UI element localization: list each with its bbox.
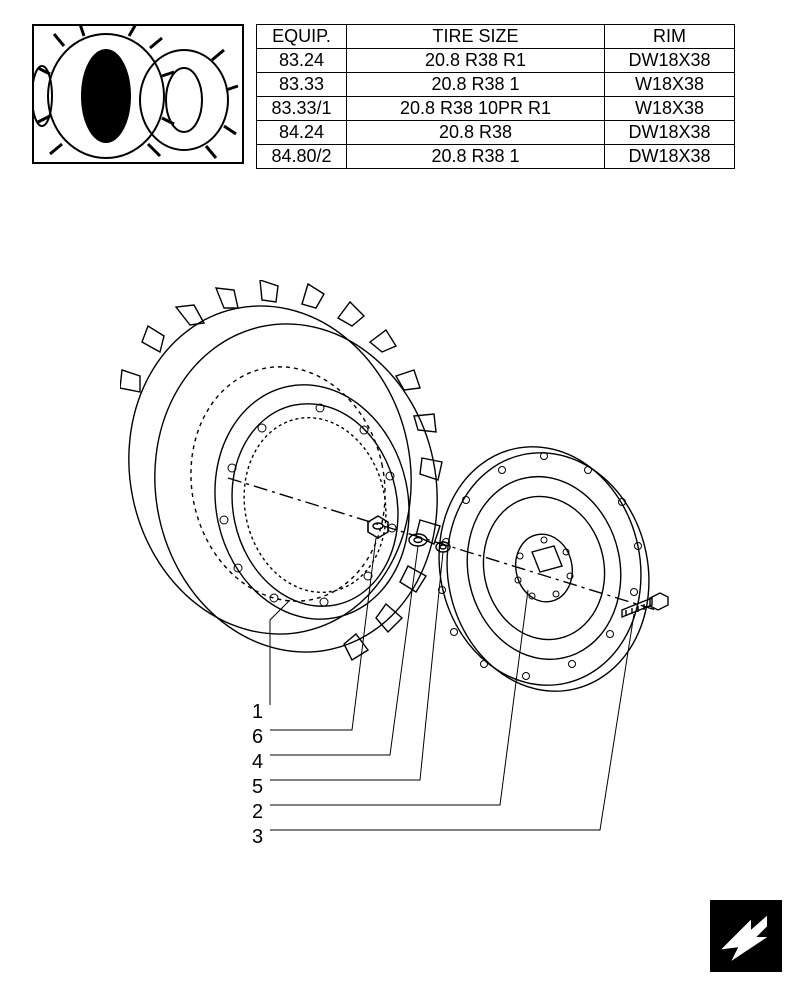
cell-rim: DW18X38: [605, 145, 735, 169]
thumbnail-svg: [34, 26, 244, 164]
col-header-equip: EQUIP.: [257, 25, 347, 49]
callout-label: 5: [252, 775, 263, 800]
cell-rim: DW18X38: [605, 49, 735, 73]
wheel-disc: [417, 428, 671, 710]
callout-label: 1: [252, 700, 263, 725]
next-page-icon[interactable]: [710, 900, 782, 972]
callout-label: 4: [252, 750, 263, 775]
cell-equip: 84.80/2: [257, 145, 347, 169]
arrow-icon: [710, 900, 782, 972]
exploded-diagram: [120, 280, 680, 840]
cell-equip: 84.24: [257, 121, 347, 145]
table-row: 83.24 20.8 R38 R1 DW18X38: [257, 49, 735, 73]
tire-spec-table: EQUIP. TIRE SIZE RIM 83.24 20.8 R38 R1 D…: [256, 24, 735, 169]
callout-label: 3: [252, 825, 263, 850]
tire-rim-group: [120, 280, 467, 679]
table-row: 84.24 20.8 R38 DW18X38: [257, 121, 735, 145]
col-header-rim: RIM: [605, 25, 735, 49]
callout-column: 1 6 4 5 2 3: [252, 700, 263, 850]
table-row: 83.33 20.8 R38 1 W18X38: [257, 73, 735, 97]
cell-tire: 20.8 R38 1: [347, 73, 605, 97]
cell-rim: DW18X38: [605, 121, 735, 145]
leader-lines: [270, 538, 634, 830]
callout-label: 2: [252, 800, 263, 825]
callout-label: 6: [252, 725, 263, 750]
assembly-centerline: [228, 478, 656, 610]
cell-equip: 83.33: [257, 73, 347, 97]
thumbnail-frame: [32, 24, 244, 164]
table-header-row: EQUIP. TIRE SIZE RIM: [257, 25, 735, 49]
cell-tire: 20.8 R38: [347, 121, 605, 145]
table-row: 84.80/2 20.8 R38 1 DW18X38: [257, 145, 735, 169]
cell-tire: 20.8 R38 R1: [347, 49, 605, 73]
cell-tire: 20.8 R38 10PR R1: [347, 97, 605, 121]
cell-rim: W18X38: [605, 73, 735, 97]
cell-rim: W18X38: [605, 97, 735, 121]
col-header-tire: TIRE SIZE: [347, 25, 605, 49]
cell-equip: 83.24: [257, 49, 347, 73]
table-row: 83.33/1 20.8 R38 10PR R1 W18X38: [257, 97, 735, 121]
cell-tire: 20.8 R38 1: [347, 145, 605, 169]
cell-equip: 83.33/1: [257, 97, 347, 121]
